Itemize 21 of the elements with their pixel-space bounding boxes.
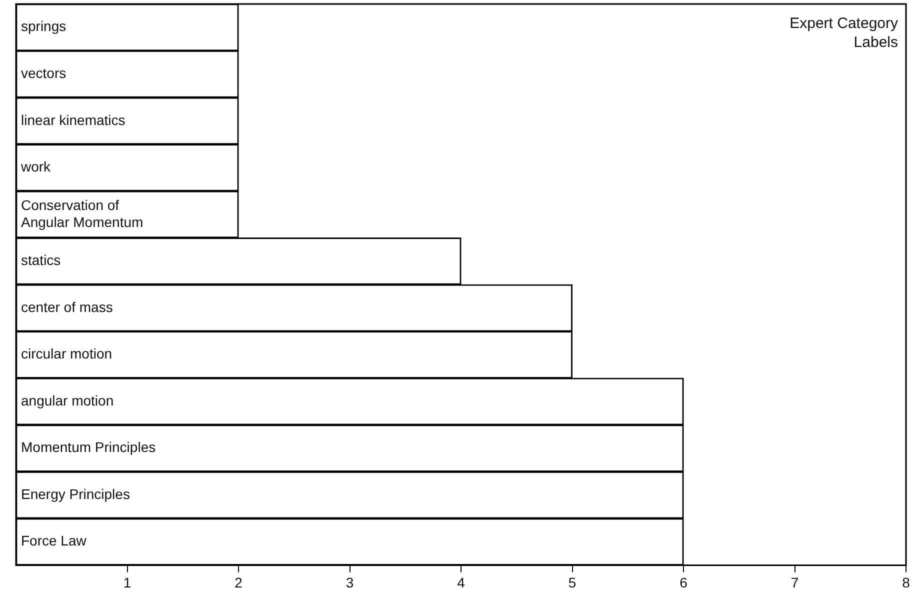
y-tick-label: Conservation of Angular Momentum [21, 196, 144, 230]
y-tick-label: linear kinematics [21, 112, 126, 128]
x-tick-label: 6 [680, 574, 688, 590]
y-tick-label: angular motion [21, 392, 114, 408]
y-tick-label: center of mass [21, 298, 113, 315]
x-tick-label: 2 [234, 574, 243, 590]
y-tick-label: Energy Principles [21, 486, 130, 502]
y-tick-label: springs [21, 18, 66, 34]
y-tick-label: vectors [21, 65, 66, 82]
x-tick-label: 1 [123, 574, 132, 590]
x-tick-label: 7 [790, 574, 799, 590]
x-tick-label: 5 [568, 574, 576, 590]
y-tick-label: work [20, 158, 52, 175]
x-tick-label: 3 [346, 574, 354, 590]
y-tick-label: Force Law [21, 532, 88, 549]
y-tick-label: statics [21, 252, 61, 268]
x-tick-label: 4 [457, 574, 466, 590]
annotation: Expert Category Labels [788, 14, 898, 52]
y-tick-label: Momentum Principles [21, 439, 156, 456]
y-tick-label: circular motion [21, 346, 112, 362]
x-tick-label: 8 [902, 574, 910, 590]
